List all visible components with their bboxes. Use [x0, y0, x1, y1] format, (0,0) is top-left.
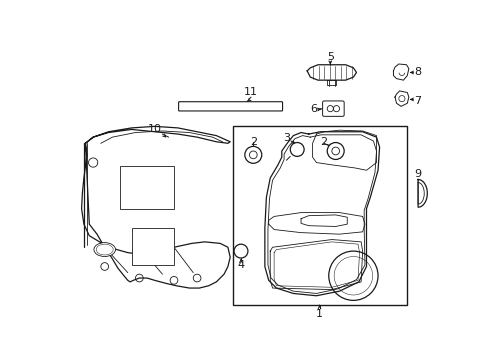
Text: 10: 10	[147, 125, 162, 134]
FancyBboxPatch shape	[178, 102, 282, 111]
Bar	[120, 166, 174, 209]
Ellipse shape	[94, 243, 115, 256]
Text: 7: 7	[414, 96, 421, 106]
Text: 8: 8	[414, 67, 421, 77]
Circle shape	[326, 143, 344, 159]
Text: 6: 6	[310, 104, 317, 114]
Text: 9: 9	[414, 169, 421, 179]
Circle shape	[290, 143, 304, 156]
Text: 5: 5	[326, 52, 333, 62]
Text: 2: 2	[249, 137, 256, 147]
FancyBboxPatch shape	[322, 101, 344, 116]
Text: 11: 11	[244, 87, 258, 98]
Text: 1: 1	[315, 309, 323, 319]
Text: 2: 2	[320, 137, 327, 147]
Text: 4: 4	[237, 260, 244, 270]
Bar	[131, 228, 174, 265]
Circle shape	[234, 244, 247, 258]
Bar	[233, 126, 406, 305]
Text: 3: 3	[283, 133, 290, 143]
Circle shape	[244, 147, 261, 163]
